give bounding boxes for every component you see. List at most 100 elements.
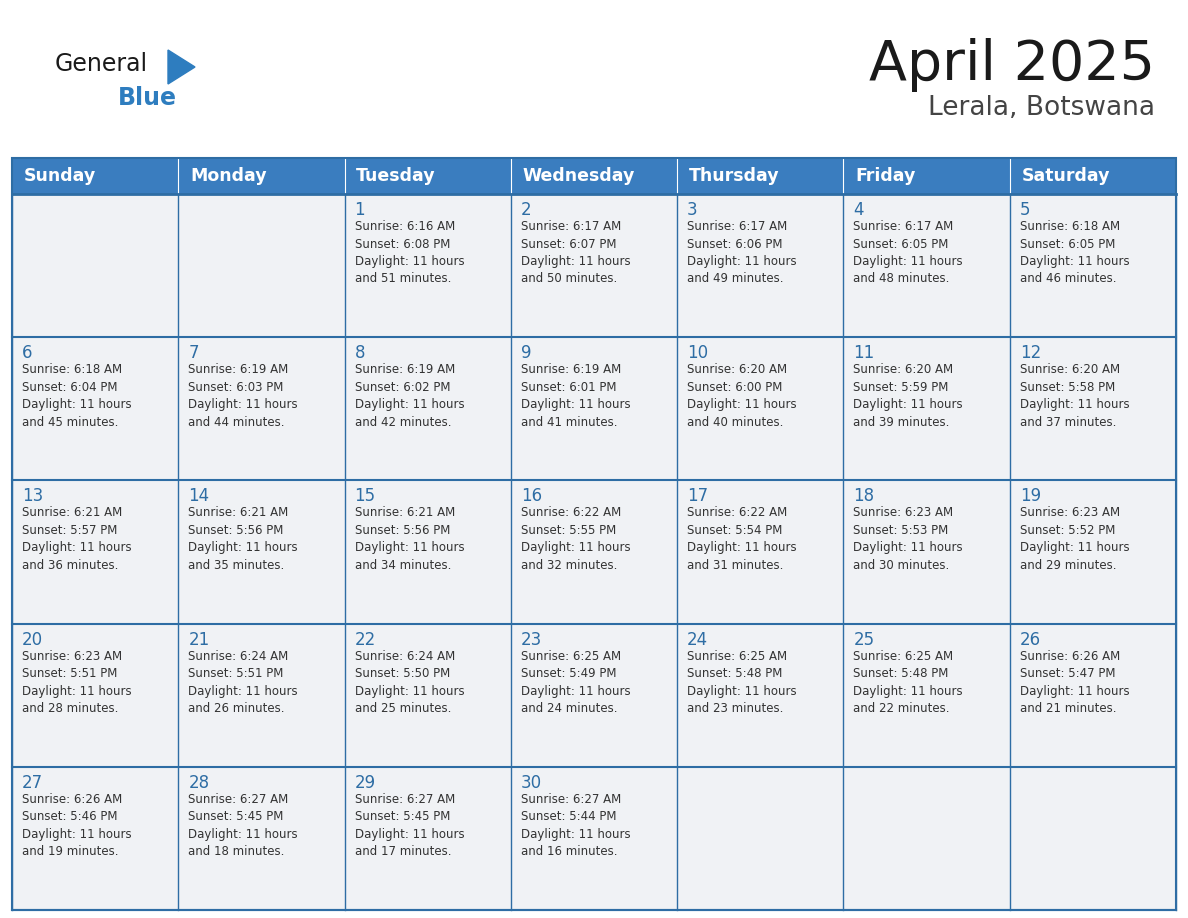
Text: Sunrise: 6:26 AM
Sunset: 5:46 PM
Daylight: 11 hours
and 19 minutes.: Sunrise: 6:26 AM Sunset: 5:46 PM Dayligh… (21, 793, 132, 858)
Text: Blue: Blue (118, 86, 177, 110)
Text: Sunrise: 6:18 AM
Sunset: 6:05 PM
Daylight: 11 hours
and 46 minutes.: Sunrise: 6:18 AM Sunset: 6:05 PM Dayligh… (1019, 220, 1130, 285)
Bar (178, 337, 345, 480)
Bar (345, 480, 511, 623)
Text: 5: 5 (1019, 201, 1030, 219)
Text: 27: 27 (21, 774, 43, 792)
Bar (178, 194, 345, 337)
Bar (843, 480, 1010, 623)
Text: 2: 2 (520, 201, 531, 219)
Text: 9: 9 (520, 344, 531, 363)
Text: Sunrise: 6:21 AM
Sunset: 5:57 PM
Daylight: 11 hours
and 36 minutes.: Sunrise: 6:21 AM Sunset: 5:57 PM Dayligh… (21, 507, 132, 572)
Bar (345, 337, 511, 480)
Text: 19: 19 (1019, 487, 1041, 506)
Bar (12, 767, 178, 910)
Text: Sunrise: 6:23 AM
Sunset: 5:53 PM
Daylight: 11 hours
and 30 minutes.: Sunrise: 6:23 AM Sunset: 5:53 PM Dayligh… (853, 507, 963, 572)
Text: 14: 14 (188, 487, 209, 506)
Bar (178, 480, 345, 623)
Text: Sunrise: 6:21 AM
Sunset: 5:56 PM
Daylight: 11 hours
and 35 minutes.: Sunrise: 6:21 AM Sunset: 5:56 PM Dayligh… (188, 507, 298, 572)
Text: Sunrise: 6:27 AM
Sunset: 5:44 PM
Daylight: 11 hours
and 16 minutes.: Sunrise: 6:27 AM Sunset: 5:44 PM Dayligh… (520, 793, 631, 858)
Text: Sunrise: 6:18 AM
Sunset: 6:04 PM
Daylight: 11 hours
and 45 minutes.: Sunrise: 6:18 AM Sunset: 6:04 PM Dayligh… (21, 364, 132, 429)
Text: Saturday: Saturday (1022, 167, 1110, 185)
Text: Sunrise: 6:21 AM
Sunset: 5:56 PM
Daylight: 11 hours
and 34 minutes.: Sunrise: 6:21 AM Sunset: 5:56 PM Dayligh… (354, 507, 465, 572)
Text: Sunrise: 6:16 AM
Sunset: 6:08 PM
Daylight: 11 hours
and 51 minutes.: Sunrise: 6:16 AM Sunset: 6:08 PM Dayligh… (354, 220, 465, 285)
Text: 8: 8 (354, 344, 365, 363)
Text: Sunrise: 6:19 AM
Sunset: 6:03 PM
Daylight: 11 hours
and 44 minutes.: Sunrise: 6:19 AM Sunset: 6:03 PM Dayligh… (188, 364, 298, 429)
Text: 3: 3 (687, 201, 697, 219)
Bar (12, 480, 178, 623)
Text: 4: 4 (853, 201, 864, 219)
Text: Sunrise: 6:22 AM
Sunset: 5:54 PM
Daylight: 11 hours
and 31 minutes.: Sunrise: 6:22 AM Sunset: 5:54 PM Dayligh… (687, 507, 797, 572)
Bar (677, 480, 843, 623)
Text: Sunrise: 6:24 AM
Sunset: 5:50 PM
Daylight: 11 hours
and 25 minutes.: Sunrise: 6:24 AM Sunset: 5:50 PM Dayligh… (354, 650, 465, 715)
Bar (843, 623, 1010, 767)
Bar (677, 337, 843, 480)
Bar (178, 623, 345, 767)
Bar (677, 767, 843, 910)
Text: 24: 24 (687, 631, 708, 649)
Text: Sunrise: 6:17 AM
Sunset: 6:05 PM
Daylight: 11 hours
and 48 minutes.: Sunrise: 6:17 AM Sunset: 6:05 PM Dayligh… (853, 220, 963, 285)
Text: Sunrise: 6:19 AM
Sunset: 6:02 PM
Daylight: 11 hours
and 42 minutes.: Sunrise: 6:19 AM Sunset: 6:02 PM Dayligh… (354, 364, 465, 429)
Text: Sunrise: 6:20 AM
Sunset: 5:59 PM
Daylight: 11 hours
and 39 minutes.: Sunrise: 6:20 AM Sunset: 5:59 PM Dayligh… (853, 364, 963, 429)
Bar (345, 767, 511, 910)
Bar (1010, 767, 1176, 910)
Text: 15: 15 (354, 487, 375, 506)
Text: Friday: Friday (855, 167, 916, 185)
Bar (12, 623, 178, 767)
Text: Sunrise: 6:20 AM
Sunset: 5:58 PM
Daylight: 11 hours
and 37 minutes.: Sunrise: 6:20 AM Sunset: 5:58 PM Dayligh… (1019, 364, 1130, 429)
Text: 30: 30 (520, 774, 542, 792)
Bar (1010, 158, 1176, 194)
Text: 29: 29 (354, 774, 375, 792)
Bar (511, 337, 677, 480)
Text: Sunrise: 6:17 AM
Sunset: 6:07 PM
Daylight: 11 hours
and 50 minutes.: Sunrise: 6:17 AM Sunset: 6:07 PM Dayligh… (520, 220, 631, 285)
Text: Sunrise: 6:17 AM
Sunset: 6:06 PM
Daylight: 11 hours
and 49 minutes.: Sunrise: 6:17 AM Sunset: 6:06 PM Dayligh… (687, 220, 797, 285)
Bar (1010, 337, 1176, 480)
Text: Tuesday: Tuesday (356, 167, 436, 185)
Bar (843, 767, 1010, 910)
Text: Sunrise: 6:23 AM
Sunset: 5:52 PM
Daylight: 11 hours
and 29 minutes.: Sunrise: 6:23 AM Sunset: 5:52 PM Dayligh… (1019, 507, 1130, 572)
Text: 20: 20 (21, 631, 43, 649)
Text: Sunday: Sunday (24, 167, 96, 185)
Bar (677, 194, 843, 337)
Text: 6: 6 (21, 344, 32, 363)
Text: 11: 11 (853, 344, 874, 363)
Text: 12: 12 (1019, 344, 1041, 363)
Text: Sunrise: 6:23 AM
Sunset: 5:51 PM
Daylight: 11 hours
and 28 minutes.: Sunrise: 6:23 AM Sunset: 5:51 PM Dayligh… (21, 650, 132, 715)
Text: 28: 28 (188, 774, 209, 792)
Text: 13: 13 (21, 487, 43, 506)
Text: 25: 25 (853, 631, 874, 649)
Text: 26: 26 (1019, 631, 1041, 649)
Bar (511, 767, 677, 910)
Polygon shape (168, 50, 195, 84)
Text: 18: 18 (853, 487, 874, 506)
Bar (12, 194, 178, 337)
Text: Wednesday: Wednesday (523, 167, 634, 185)
Bar (677, 158, 843, 194)
Text: 16: 16 (520, 487, 542, 506)
Text: Monday: Monday (190, 167, 266, 185)
Bar (843, 194, 1010, 337)
Text: Sunrise: 6:22 AM
Sunset: 5:55 PM
Daylight: 11 hours
and 32 minutes.: Sunrise: 6:22 AM Sunset: 5:55 PM Dayligh… (520, 507, 631, 572)
Text: Sunrise: 6:25 AM
Sunset: 5:48 PM
Daylight: 11 hours
and 22 minutes.: Sunrise: 6:25 AM Sunset: 5:48 PM Dayligh… (853, 650, 963, 715)
Text: Lerala, Botswana: Lerala, Botswana (928, 95, 1155, 121)
Text: Sunrise: 6:26 AM
Sunset: 5:47 PM
Daylight: 11 hours
and 21 minutes.: Sunrise: 6:26 AM Sunset: 5:47 PM Dayligh… (1019, 650, 1130, 715)
Text: Sunrise: 6:25 AM
Sunset: 5:48 PM
Daylight: 11 hours
and 23 minutes.: Sunrise: 6:25 AM Sunset: 5:48 PM Dayligh… (687, 650, 797, 715)
Bar (345, 194, 511, 337)
Bar (1010, 194, 1176, 337)
Bar (511, 480, 677, 623)
Bar (178, 158, 345, 194)
Bar (677, 623, 843, 767)
Text: 17: 17 (687, 487, 708, 506)
Bar (1010, 480, 1176, 623)
Bar (178, 767, 345, 910)
Bar (511, 623, 677, 767)
Text: Sunrise: 6:20 AM
Sunset: 6:00 PM
Daylight: 11 hours
and 40 minutes.: Sunrise: 6:20 AM Sunset: 6:00 PM Dayligh… (687, 364, 797, 429)
Text: April 2025: April 2025 (868, 38, 1155, 92)
Text: Sunrise: 6:24 AM
Sunset: 5:51 PM
Daylight: 11 hours
and 26 minutes.: Sunrise: 6:24 AM Sunset: 5:51 PM Dayligh… (188, 650, 298, 715)
Text: 21: 21 (188, 631, 209, 649)
Bar (843, 158, 1010, 194)
Text: Sunrise: 6:25 AM
Sunset: 5:49 PM
Daylight: 11 hours
and 24 minutes.: Sunrise: 6:25 AM Sunset: 5:49 PM Dayligh… (520, 650, 631, 715)
Text: Sunrise: 6:27 AM
Sunset: 5:45 PM
Daylight: 11 hours
and 17 minutes.: Sunrise: 6:27 AM Sunset: 5:45 PM Dayligh… (354, 793, 465, 858)
Text: Sunrise: 6:27 AM
Sunset: 5:45 PM
Daylight: 11 hours
and 18 minutes.: Sunrise: 6:27 AM Sunset: 5:45 PM Dayligh… (188, 793, 298, 858)
Bar (511, 194, 677, 337)
Bar (12, 158, 1176, 910)
